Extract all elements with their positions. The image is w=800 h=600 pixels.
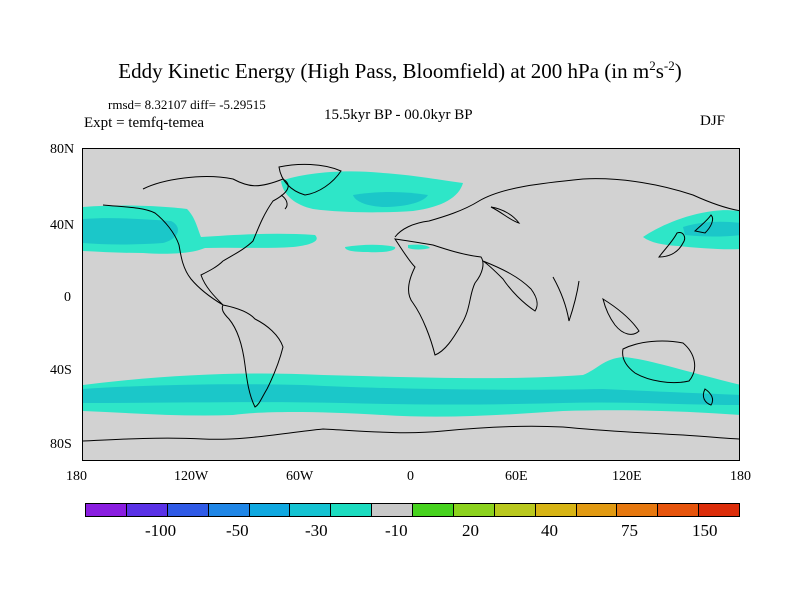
map-svg <box>83 149 739 460</box>
lat-tick-80n: 80N <box>50 142 75 157</box>
lon-tick-60w: 60W <box>286 469 314 484</box>
lon-tick-0: 0 <box>407 469 414 484</box>
colorbar-swatch <box>167 504 209 516</box>
colorbar-swatch <box>453 504 495 516</box>
colorbar-label: -10 <box>385 521 408 540</box>
colorbar-swatch <box>413 504 454 516</box>
colorbar-label: -30 <box>305 521 328 540</box>
lon-tick-180e: 180 <box>730 469 751 484</box>
coastlines <box>83 163 739 442</box>
period-text: 15.5kyr BP - 00.0kyr BP <box>324 107 473 123</box>
colorbar-swatch <box>208 504 250 516</box>
anomaly-northwest-pacific <box>643 210 739 250</box>
lon-tick-60e: 60E <box>505 469 528 484</box>
colorbar-swatch <box>617 504 659 516</box>
colorbar-swatch <box>290 504 332 516</box>
lat-tick-40n: 40N <box>50 218 75 233</box>
colorbar-label: 20 <box>462 521 479 540</box>
lon-tick-120w: 120W <box>174 469 209 484</box>
anomaly-mediterranean <box>408 244 430 250</box>
season-text: DJF <box>700 113 726 129</box>
anomaly-atlantic <box>345 244 396 253</box>
experiment-text: Expt = temfq-temea <box>84 115 205 131</box>
colorbar-label: 150 <box>692 521 718 540</box>
lat-tick-40s: 40S <box>50 363 72 378</box>
colorbar-swatch <box>249 504 291 516</box>
lon-tick-180w: 180 <box>66 469 87 484</box>
anomaly-north-pacific <box>83 205 317 254</box>
colorbar-swatch <box>699 504 739 516</box>
colorbar-swatch <box>86 504 127 516</box>
colorbar-swatch <box>576 504 618 516</box>
colorbar-swatch <box>331 504 373 516</box>
lat-tick-80s: 80S <box>50 437 72 452</box>
colorbar-label: -100 <box>145 521 177 540</box>
colorbar-swatch <box>494 504 536 516</box>
colorbar-swatch <box>126 504 168 516</box>
colorbar-label: -50 <box>226 521 249 540</box>
lat-tick-eq: 0 <box>64 290 71 305</box>
colorbar-label: 75 <box>621 521 638 540</box>
chart-title: Eddy Kinetic Energy (High Pass, Bloomfie… <box>118 58 682 83</box>
colorbar-swatch <box>372 504 413 516</box>
stats-text: rmsd= 8.32107 diff= -5.29515 <box>108 97 266 112</box>
anomaly-north-atlantic-high <box>281 171 463 213</box>
lon-tick-120e: 120E <box>612 469 642 484</box>
colorbar <box>85 503 740 517</box>
colorbar-label: 40 <box>541 521 558 540</box>
anomaly-southern-band <box>83 357 739 417</box>
colorbar-swatch <box>535 504 577 516</box>
map-panel <box>82 148 740 461</box>
colorbar-swatch <box>658 504 700 516</box>
